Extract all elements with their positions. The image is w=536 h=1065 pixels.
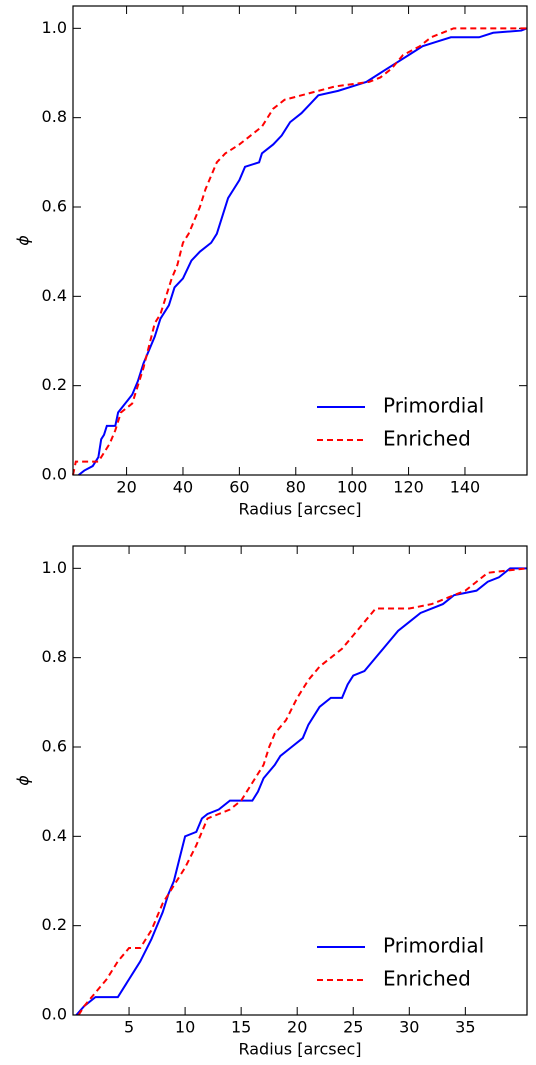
x-tick-label: 120 <box>393 478 424 497</box>
y-tick-label: 1.0 <box>42 558 67 577</box>
x-tick-label: 30 <box>399 1018 419 1037</box>
x-tick-label: 20 <box>287 1018 307 1037</box>
x-tick-label: 25 <box>343 1018 363 1037</box>
legend-label: Primordial <box>383 934 484 958</box>
y-axis-label: ϕ <box>14 775 33 786</box>
legend-label: Enriched <box>383 427 471 451</box>
x-tick-label: 100 <box>337 478 368 497</box>
y-axis-label: ϕ <box>14 235 33 246</box>
chart: 0.0 0.2 0.4 0.6 0.8 1.0 5 10 15 20 25 30 35 Radius [a… <box>14 545 528 1059</box>
x-axis-label: Radius [arcsec] <box>238 500 361 519</box>
x-axis-label: Radius [arcsec] <box>238 1040 361 1059</box>
y-tick-label: 0.4 <box>42 826 67 845</box>
y-tick-label: 1.0 <box>42 18 67 37</box>
series-line <box>72 27 527 476</box>
y-tick-label: 0.0 <box>42 465 67 484</box>
y-tick-label: 0.6 <box>42 197 67 216</box>
x-tick-label: 15 <box>231 1018 251 1037</box>
plot-frame <box>72 545 528 1016</box>
x-tick-label: 20 <box>116 478 136 497</box>
y-tick-label: 0.2 <box>42 915 67 934</box>
y-tick-label: 0.2 <box>42 375 67 394</box>
series-line <box>77 567 528 1016</box>
y-tick-label: 0.4 <box>42 286 67 305</box>
x-tick-label: 140 <box>450 478 481 497</box>
legend-label: Primordial <box>383 394 484 418</box>
x-tick-label: 80 <box>286 478 306 497</box>
y-tick-label: 0.8 <box>42 107 67 126</box>
x-tick-label: 60 <box>229 478 249 497</box>
y-tick-label: 0.6 <box>42 737 67 756</box>
legend-label: Enriched <box>383 967 471 991</box>
y-tick-label: 0.8 <box>42 647 67 666</box>
y-tick-label: 0.0 <box>42 1005 67 1024</box>
x-tick-label: 10 <box>175 1018 195 1037</box>
chart: 0.0 0.2 0.4 0.6 0.8 1.0 20 40 60 80 100 120 140 Radiu… <box>14 5 528 519</box>
x-tick-label: 5 <box>124 1018 134 1037</box>
x-tick-label: 35 <box>455 1018 475 1037</box>
plot-frame <box>72 5 528 476</box>
x-tick-label: 40 <box>173 478 193 497</box>
series-line <box>75 567 527 1016</box>
